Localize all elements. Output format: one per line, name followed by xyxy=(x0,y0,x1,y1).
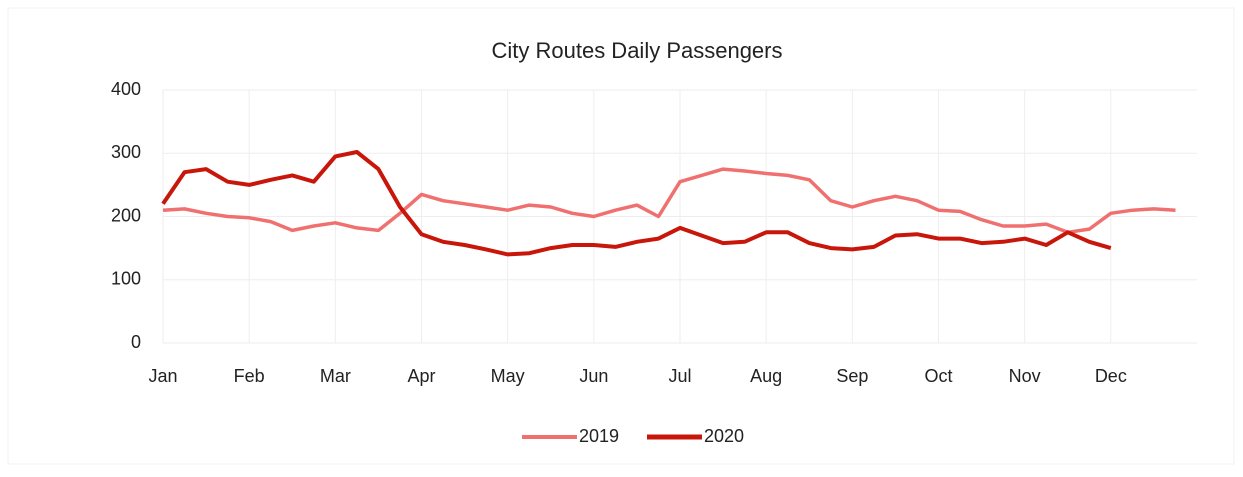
x-tick-label: Nov xyxy=(1009,366,1041,386)
x-tick-label: Jun xyxy=(579,366,608,386)
x-tick-label: Aug xyxy=(750,366,782,386)
x-tick-label: Feb xyxy=(234,366,265,386)
y-tick-label: 200 xyxy=(111,205,141,225)
chart-frame xyxy=(7,7,1235,465)
y-tick-label: 100 xyxy=(111,269,141,289)
x-tick-label: Oct xyxy=(924,366,952,386)
x-tick-label: Sep xyxy=(836,366,868,386)
y-tick-label: 0 xyxy=(131,332,141,352)
chart-title: City Routes Daily Passengers xyxy=(491,38,782,63)
legend-label: 2019 xyxy=(579,426,619,446)
x-tick-label: Mar xyxy=(320,366,351,386)
line-series xyxy=(161,150,1112,257)
x-tick-label: Jan xyxy=(148,366,177,386)
x-tick-label: Jul xyxy=(668,366,691,386)
y-tick-label: 300 xyxy=(111,142,141,162)
x-tick-label: Apr xyxy=(407,366,435,386)
legend-label: 2020 xyxy=(704,426,744,446)
x-tick-label: May xyxy=(491,366,525,386)
y-tick-label: 400 xyxy=(111,79,141,99)
x-tick-label: Dec xyxy=(1095,366,1127,386)
line-series xyxy=(162,167,1176,235)
